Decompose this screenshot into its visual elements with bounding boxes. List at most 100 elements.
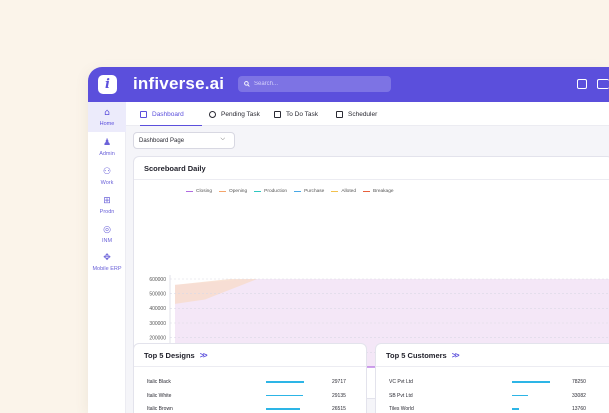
list-item[interactable]: Italic Black 29717 bbox=[147, 377, 367, 387]
tab-label: To Do Task bbox=[286, 110, 319, 118]
top-customers-card: Top 5 Customers >> VC Pvt Ltd 78250 SB Pvt… bbox=[375, 343, 609, 413]
home-icon: ⌂ bbox=[104, 107, 110, 118]
sidebar-item-work[interactable]: ⚇ Work bbox=[88, 161, 126, 191]
row-bar bbox=[266, 381, 304, 383]
card-title: Scoreboard Daily bbox=[144, 164, 206, 173]
dashboard-page-select[interactable]: Dashboard Page ⌵ bbox=[133, 132, 235, 149]
tab-bar: Dashboard Pending Task To Do Task Schedu… bbox=[126, 102, 609, 126]
tab-scheduler[interactable]: Scheduler bbox=[336, 102, 377, 126]
card-title-text: Top 5 Designs bbox=[144, 351, 195, 360]
sidebar-item-label: Work bbox=[100, 179, 114, 186]
document-icon bbox=[274, 110, 281, 118]
sidebar-item-label: Prodn bbox=[99, 208, 115, 215]
sidebar-item-prodn[interactable]: ⊞ Prodn bbox=[88, 190, 126, 220]
legend-label: Closing bbox=[196, 189, 212, 194]
row-value: 29135 bbox=[332, 392, 346, 399]
card-title: Top 5 Designs >> bbox=[144, 351, 208, 360]
chevron-down-icon: ⌵ bbox=[220, 136, 225, 142]
legend-item[interactable]: Purchase bbox=[294, 189, 324, 194]
tab-to-do-task[interactable]: To Do Task bbox=[274, 102, 318, 126]
legend-label: Purchase bbox=[304, 189, 325, 194]
list-item[interactable]: Italic White 29135 bbox=[147, 391, 367, 401]
card-title-text: Top 5 Customers bbox=[386, 351, 447, 360]
clock-icon bbox=[209, 110, 216, 118]
chevron-right-icon[interactable]: >> bbox=[199, 351, 208, 360]
sidebar-item-home[interactable]: ⌂ Home bbox=[88, 102, 126, 132]
video-icon[interactable] bbox=[597, 79, 609, 89]
legend-label: Opening bbox=[229, 189, 248, 194]
row-name: VC Pvt Ltd bbox=[389, 379, 413, 385]
list-item[interactable]: SB Pvt Ltd 33082 bbox=[389, 391, 609, 401]
row-bar bbox=[512, 381, 550, 383]
tab-label: Pending Task bbox=[221, 110, 260, 118]
search-input[interactable] bbox=[254, 81, 384, 87]
list-item[interactable]: Tiles World 13760 bbox=[389, 404, 609, 413]
dashboard-icon bbox=[140, 110, 147, 118]
chevron-right-icon[interactable]: >> bbox=[451, 351, 460, 360]
y-tick-label: 600000 bbox=[149, 277, 166, 283]
search-box[interactable] bbox=[238, 76, 391, 92]
search-icon bbox=[244, 81, 250, 87]
row-value: 26515 bbox=[332, 406, 346, 412]
y-tick-label: 400000 bbox=[149, 306, 166, 312]
tab-pending-task[interactable]: Pending Task bbox=[209, 102, 260, 126]
production-icon: ⊞ bbox=[103, 195, 111, 206]
external-link-icon[interactable] bbox=[577, 79, 587, 89]
list-item[interactable]: Italic Brown 26515 bbox=[147, 404, 367, 413]
legend-item[interactable]: Opening bbox=[219, 189, 247, 194]
card-title: Top 5 Customers >> bbox=[386, 351, 460, 360]
row-bar bbox=[512, 394, 528, 396]
sidebar-item-inm[interactable]: ◎ INM bbox=[88, 219, 126, 249]
chart-legend: Closing Opening Production Purchase Alloted B… bbox=[186, 189, 401, 194]
sidebar: ⌂ Home ♟ Admin ⚇ Work ⊞ Prodn ◎ INM ✥ Mo… bbox=[88, 102, 126, 413]
row-value: 33082 bbox=[572, 392, 586, 399]
tab-dashboard[interactable]: Dashboard bbox=[140, 102, 202, 126]
row-value: 78250 bbox=[572, 379, 586, 385]
work-icon: ⚇ bbox=[102, 166, 112, 177]
legend-item[interactable]: Production bbox=[254, 189, 287, 194]
legend-label: Alloted bbox=[341, 189, 357, 194]
y-tick-label: 300000 bbox=[149, 321, 166, 327]
tab-label: Scheduler bbox=[348, 110, 378, 118]
legend-swatch bbox=[363, 190, 371, 193]
row-bar bbox=[512, 408, 519, 410]
legend-item[interactable]: Breakage bbox=[363, 189, 394, 194]
calendar-icon bbox=[336, 110, 343, 118]
mobile-erp-icon: ✥ bbox=[103, 252, 111, 263]
row-name: Tiles World bbox=[389, 406, 414, 412]
row-name: Italic White bbox=[147, 392, 172, 399]
sidebar-item-admin[interactable]: ♟ Admin bbox=[88, 132, 126, 162]
select-value: Dashboard Page bbox=[139, 137, 185, 144]
app-window: i infiverse.ai ⌂ Home ♟ Admin ⚇ Work ⊞ P… bbox=[88, 67, 609, 413]
sidebar-item-label: Admin bbox=[99, 150, 115, 157]
top-bar: i infiverse.ai bbox=[88, 67, 609, 102]
row-value: 29717 bbox=[332, 379, 346, 385]
row-name: Italic Black bbox=[147, 379, 171, 385]
legend-swatch bbox=[186, 190, 193, 193]
row-name: SB Pvt Ltd bbox=[389, 392, 413, 399]
brand-name: infiverse.ai bbox=[133, 74, 225, 93]
legend-swatch bbox=[294, 190, 302, 193]
divider bbox=[134, 366, 366, 367]
logo-icon[interactable]: i bbox=[98, 75, 117, 94]
list-item[interactable]: VC Pvt Ltd 78250 bbox=[389, 377, 609, 387]
legend-label: Breakage bbox=[373, 189, 394, 194]
legend-label: Production bbox=[264, 189, 288, 194]
legend-item[interactable]: Alloted bbox=[331, 189, 356, 194]
row-bar bbox=[266, 408, 300, 410]
legend-swatch bbox=[219, 190, 226, 193]
legend-item[interactable]: Closing bbox=[186, 189, 212, 194]
sidebar-item-mobile-erp[interactable]: ✥ Mobile ERP bbox=[88, 247, 126, 277]
sidebar-item-label: Mobile ERP bbox=[92, 265, 122, 272]
inventory-icon: ◎ bbox=[103, 224, 111, 235]
legend-swatch bbox=[331, 190, 339, 193]
y-tick-label: 500000 bbox=[149, 291, 166, 297]
tab-label: Dashboard bbox=[152, 110, 184, 118]
row-bar bbox=[266, 394, 304, 396]
row-value: 13760 bbox=[572, 406, 586, 412]
row-name: Italic Brown bbox=[147, 406, 173, 412]
admin-icon: ♟ bbox=[102, 137, 112, 148]
y-tick-label: 200000 bbox=[149, 335, 166, 341]
legend-swatch bbox=[254, 190, 262, 193]
sidebar-item-label: INM bbox=[101, 237, 113, 244]
